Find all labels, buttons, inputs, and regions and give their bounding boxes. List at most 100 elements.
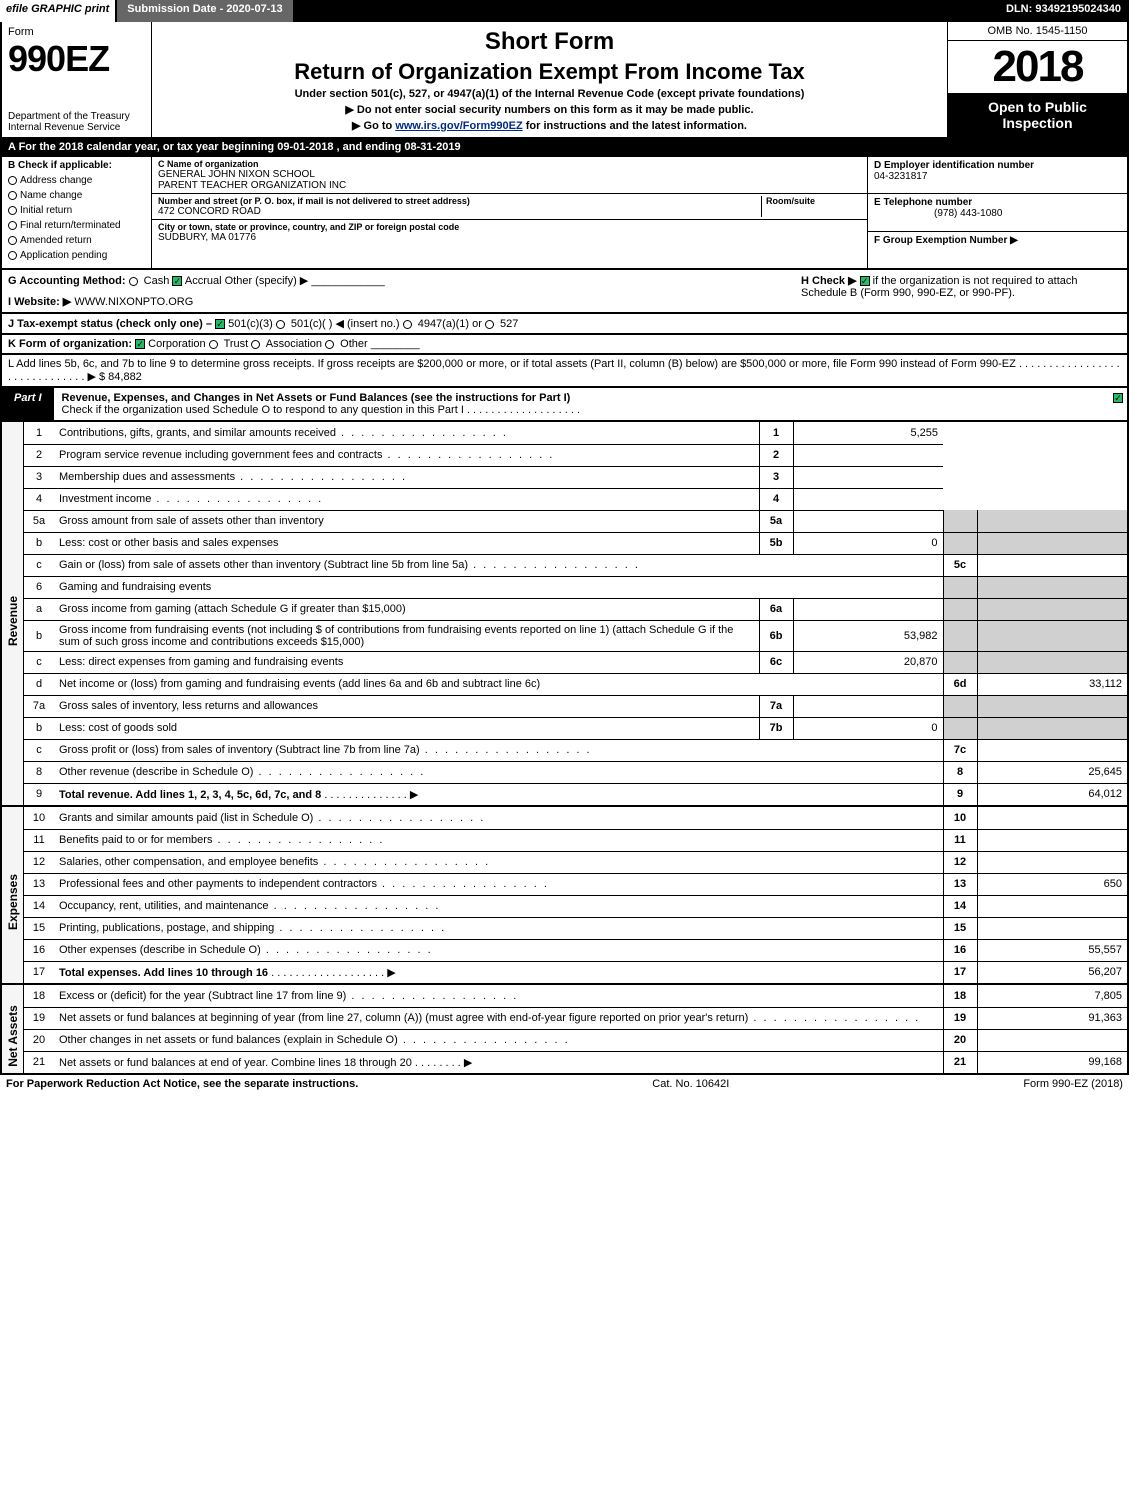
line-desc: Gross profit or (loss) from sales of inv… — [54, 739, 943, 761]
part1-title: Revenue, Expenses, and Changes in Net As… — [62, 392, 571, 404]
tax-year: 2018 — [948, 41, 1127, 93]
irs-link[interactable]: www.irs.gov/Form990EZ — [395, 120, 522, 132]
under-section-text: Under section 501(c), 527, or 4947(a)(1)… — [162, 88, 937, 100]
part1-check-text: Check if the organization used Schedule … — [62, 404, 581, 416]
grey-cell — [943, 651, 977, 673]
line-desc: Grants and similar amounts paid (list in… — [54, 807, 943, 829]
line-desc: Membership dues and assessments — [54, 466, 759, 488]
line-amt — [977, 895, 1127, 917]
line-amt — [977, 917, 1127, 939]
inner-box: 6c — [759, 651, 793, 673]
line-box: 9 — [943, 783, 977, 805]
part1-tab: Part I — [2, 388, 54, 420]
line-desc: Other expenses (describe in Schedule O) — [54, 939, 943, 961]
i-website-value: WWW.NIXONPTO.ORG — [74, 296, 193, 308]
grey-cell — [943, 717, 977, 739]
efile-print-label[interactable]: efile GRAPHIC print — [0, 0, 115, 22]
line-num: 16 — [24, 939, 54, 961]
inner-val: 20,870 — [793, 651, 943, 673]
page-footer: For Paperwork Reduction Act Notice, see … — [0, 1075, 1129, 1093]
line-num: 21 — [24, 1051, 54, 1073]
line-amt — [977, 1029, 1127, 1051]
line-desc: Gross income from fundraising events (no… — [54, 620, 759, 651]
circle-icon[interactable] — [8, 176, 17, 185]
inner-box: 7a — [759, 695, 793, 717]
line-num: 6 — [24, 576, 54, 598]
table-row: 19Net assets or fund balances at beginni… — [24, 1007, 1127, 1029]
circle-icon[interactable] — [8, 221, 17, 230]
line-num: 4 — [24, 488, 54, 510]
line-num: 7a — [24, 695, 54, 717]
net-assets-section: Net Assets 18Excess or (deficit) for the… — [0, 985, 1129, 1075]
line-box: 11 — [943, 829, 977, 851]
circle-icon[interactable] — [8, 191, 17, 200]
circle-icon[interactable] — [129, 277, 138, 286]
line-desc: Net income or (loss) from gaming and fun… — [54, 673, 943, 695]
b-item-label: Initial return — [20, 205, 72, 216]
table-row: cLess: direct expenses from gaming and f… — [24, 651, 1127, 673]
g-cash: Cash — [144, 275, 170, 287]
line-amt: 650 — [977, 873, 1127, 895]
box-b-header: B Check if applicable: — [8, 160, 145, 171]
expenses-table: 10Grants and similar amounts paid (list … — [24, 807, 1127, 983]
table-row: bLess: cost of goods sold7b0 — [24, 717, 1127, 739]
form-header: Form 990EZ Department of the Treasury In… — [0, 22, 1129, 139]
line-amt: 7,805 — [977, 985, 1127, 1007]
check-icon[interactable]: ✓ — [1113, 393, 1123, 403]
b-amended-return: Amended return — [8, 235, 145, 246]
table-row: 20Other changes in net assets or fund ba… — [24, 1029, 1127, 1051]
line-desc: Total expenses. Add lines 10 through 16 … — [54, 961, 943, 983]
inner-val — [793, 598, 943, 620]
g-accrual: Accrual — [185, 275, 222, 287]
circle-icon[interactable] — [209, 340, 218, 349]
b-item-label: Name change — [20, 190, 82, 201]
line-desc: Gain or (loss) from sale of assets other… — [54, 554, 943, 576]
check-icon[interactable]: ✓ — [215, 319, 225, 329]
circle-icon[interactable] — [8, 251, 17, 260]
circle-icon[interactable] — [8, 206, 17, 215]
j-527: 527 — [500, 318, 518, 330]
line-amt — [793, 466, 943, 488]
check-icon[interactable]: ✓ — [135, 339, 145, 349]
inner-val — [793, 510, 943, 532]
row-k: K Form of organization: ✓ Corporation Tr… — [0, 335, 1129, 355]
circle-icon[interactable] — [485, 320, 494, 329]
check-icon[interactable]: ✓ — [860, 276, 870, 286]
h-pre: H Check ▶ — [801, 275, 860, 287]
k-other: Other — [340, 338, 368, 350]
circle-icon[interactable] — [251, 340, 260, 349]
f-group-label: F Group Exemption Number ▶ — [874, 235, 1018, 246]
net-assets-table: 18Excess or (deficit) for the year (Subt… — [24, 985, 1127, 1073]
table-row: 5aGross amount from sale of assets other… — [24, 510, 1127, 532]
goto-text: ▶ Go to www.irs.gov/Form990EZ for instru… — [162, 119, 937, 132]
b-address-change: Address change — [8, 175, 145, 186]
circle-icon[interactable] — [276, 320, 285, 329]
footer-left: For Paperwork Reduction Act Notice, see … — [6, 1078, 358, 1090]
k-label: K Form of organization: — [8, 338, 132, 350]
table-row: 6Gaming and fundraising events — [24, 576, 1127, 598]
line-desc: Contributions, gifts, grants, and simila… — [54, 422, 759, 444]
table-row: 9Total revenue. Add lines 1, 2, 3, 4, 5c… — [24, 783, 1127, 805]
dept-irs: Internal Revenue Service — [8, 122, 120, 133]
circle-icon[interactable] — [325, 340, 334, 349]
line-amt — [977, 851, 1127, 873]
k-assoc: Association — [266, 338, 322, 350]
e-phone-value: (978) 443-1080 — [874, 208, 1002, 219]
check-icon[interactable]: ✓ — [172, 276, 182, 286]
row-j: J Tax-exempt status (check only one) – ✓… — [0, 314, 1129, 335]
line-box: 19 — [943, 1007, 977, 1029]
circle-icon[interactable] — [403, 320, 412, 329]
line-amt: 55,557 — [977, 939, 1127, 961]
circle-icon[interactable] — [8, 236, 17, 245]
net-assets-side-label: Net Assets — [2, 985, 24, 1073]
table-row: cGain or (loss) from sale of assets othe… — [24, 554, 1127, 576]
inner-box: 7b — [759, 717, 793, 739]
table-row: 2Program service revenue including gover… — [24, 444, 1127, 466]
table-row: 3Membership dues and assessments3 — [24, 466, 1127, 488]
line-amt: 91,363 — [977, 1007, 1127, 1029]
g-other: Other (specify) ▶ — [225, 275, 309, 287]
c-city-value: SUDBURY, MA 01776 — [158, 232, 256, 243]
line-num: 18 — [24, 985, 54, 1007]
line-num: 14 — [24, 895, 54, 917]
line-box: 15 — [943, 917, 977, 939]
